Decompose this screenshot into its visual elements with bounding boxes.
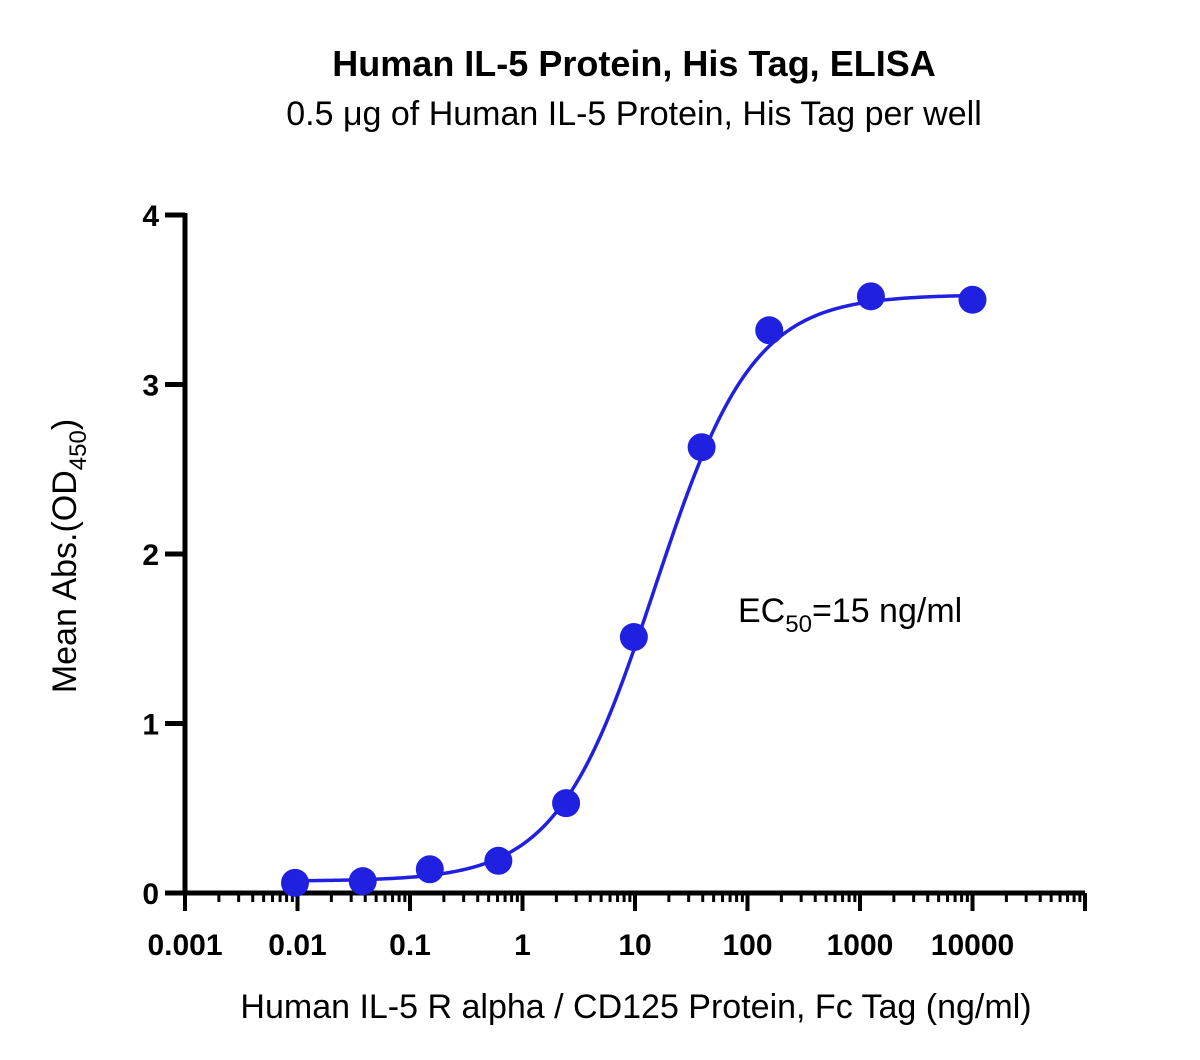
x-tick-label: 0.01 — [268, 929, 326, 962]
data-point — [619, 623, 648, 652]
y-axis-label-subscript: 450 — [65, 430, 92, 470]
x-tick-label: 0.1 — [389, 929, 431, 962]
ec50-subscript: 50 — [785, 611, 812, 638]
y-tick-label: 0 — [142, 878, 159, 911]
x-axis-label: Human IL-5 R alpha / CD125 Protein, Fc T… — [240, 988, 1031, 1026]
fit-curve — [294, 293, 973, 883]
data-point — [958, 285, 987, 314]
data-point — [856, 282, 885, 311]
y-tick-label: 2 — [142, 539, 159, 572]
data-point — [755, 316, 784, 345]
data-point — [280, 868, 309, 897]
x-tick-label: 1000 — [827, 929, 894, 962]
axes — [182, 213, 1085, 896]
y-tick-label: 3 — [142, 370, 159, 403]
x-tick-label: 1 — [514, 929, 531, 962]
y-axis-label-main: Mean Abs.(OD — [46, 470, 84, 693]
data-point — [484, 846, 513, 875]
chart-title: Human IL-5 Protein, His Tag, ELISA — [332, 43, 935, 84]
y-tick-label: 1 — [142, 709, 159, 742]
data-point — [687, 433, 716, 462]
data-points — [280, 282, 987, 897]
ec50-annotation: EC50=15 ng/ml — [738, 592, 962, 638]
y-axis-label: Mean Abs.(OD450) — [46, 419, 92, 693]
data-point — [415, 855, 444, 884]
x-tick-label: 0.001 — [147, 929, 222, 962]
chart-subtitle: 0.5 μg of Human IL-5 Protein, His Tag pe… — [286, 95, 982, 133]
ec50-value: =15 ng/ml — [812, 592, 962, 630]
y-axis-ticks: 0 1 2 3 4 — [142, 200, 185, 911]
y-tick-label: 4 — [142, 200, 159, 233]
y-axis-label-close: ) — [46, 419, 84, 430]
x-tick-label: 100 — [722, 929, 772, 962]
ec50-prefix: EC — [738, 592, 785, 630]
x-axis-ticks: 0.001 0.01 0.1 1 10 100 1000 10000 — [147, 893, 1087, 962]
data-point — [552, 789, 581, 818]
data-point — [348, 867, 377, 896]
x-tick-label: 10 — [618, 929, 651, 962]
x-tick-label: 10000 — [931, 929, 1014, 962]
